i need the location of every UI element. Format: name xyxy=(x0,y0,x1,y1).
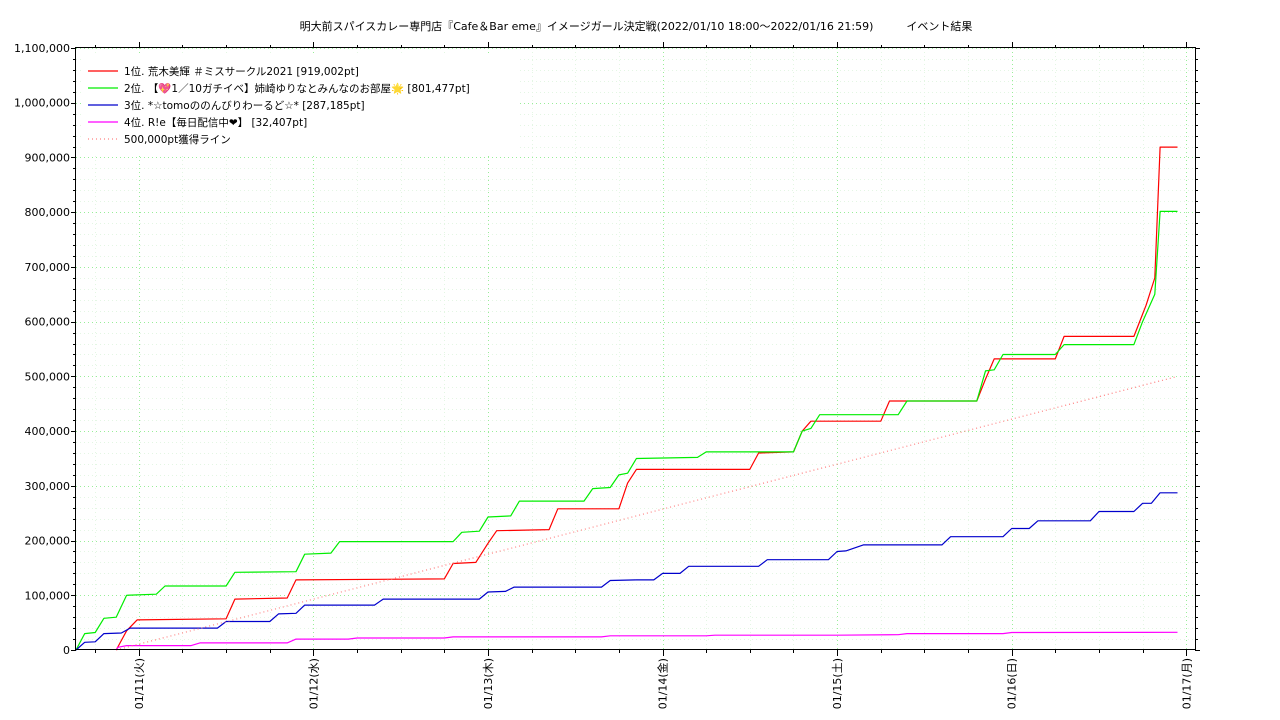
legend-label-2: 2位. 【💖1／10ガチイベ】姉崎ゆりなとみんなのお部屋🌟 [801,477pt… xyxy=(124,82,470,95)
y-tick-label: 400,000 xyxy=(25,425,71,438)
y-tick-label: 500,000 xyxy=(25,370,71,383)
y-tick-label: 700,000 xyxy=(25,261,71,274)
x-tick-label: 01/11(火) xyxy=(133,658,146,709)
y-tick-label: 0 xyxy=(63,644,70,657)
series-layer xyxy=(75,146,1178,651)
y-tick-label: 800,000 xyxy=(25,206,71,219)
series-line-4 xyxy=(115,631,1178,651)
series-line-2 xyxy=(75,210,1178,651)
chart-title: 明大前スパイスカレー専門店『Cafe＆Bar eme』イメージガール決定戦(20… xyxy=(300,19,973,33)
x-tick-label: 01/12(水) xyxy=(307,658,320,709)
y-tick-label: 200,000 xyxy=(25,535,71,548)
series-line-3 xyxy=(75,492,1178,651)
y-tick-label: 600,000 xyxy=(25,316,71,329)
y-tick-label: 1,100,000 xyxy=(14,42,70,55)
legend: 1位. 荒木美輝 ＃ミスサークル2021 [919,002pt] 2位. 【💖1／… xyxy=(82,55,518,153)
plot-frame xyxy=(75,47,1196,650)
series-line-1 xyxy=(115,146,1178,651)
x-tick-label: 01/14(金) xyxy=(656,658,670,709)
y-tick-label: 900,000 xyxy=(25,151,71,164)
axes: 0 100,000 200,000 300,000 400,000 500,000 600,… xyxy=(14,42,1200,709)
y-tick-label: 300,000 xyxy=(25,480,71,493)
x-tick-label: 01/13(木) xyxy=(482,658,495,709)
x-tick-label: 01/16(日) xyxy=(1006,658,1019,709)
legend-label-5: 500,000pt獲得ライン xyxy=(124,133,231,146)
x-tick-label: 01/17(月) xyxy=(1180,658,1193,709)
legend-label-3: 3位. *☆tomoののんびりわーるど☆* [287,185pt] xyxy=(124,99,365,112)
legend-label-4: 4位. R!e【毎日配信中❤】 [32,407pt] xyxy=(124,116,307,129)
legend-background xyxy=(82,55,518,153)
legend-label-1: 1位. 荒木美輝 ＃ミスサークル2021 [919,002pt] xyxy=(124,65,359,78)
x-tick-label: 01/15(土) xyxy=(831,658,844,709)
y-tick-label: 100,000 xyxy=(25,589,71,602)
series-line-5 xyxy=(116,375,1178,651)
y-tick-label: 1,000,000 xyxy=(14,97,70,110)
